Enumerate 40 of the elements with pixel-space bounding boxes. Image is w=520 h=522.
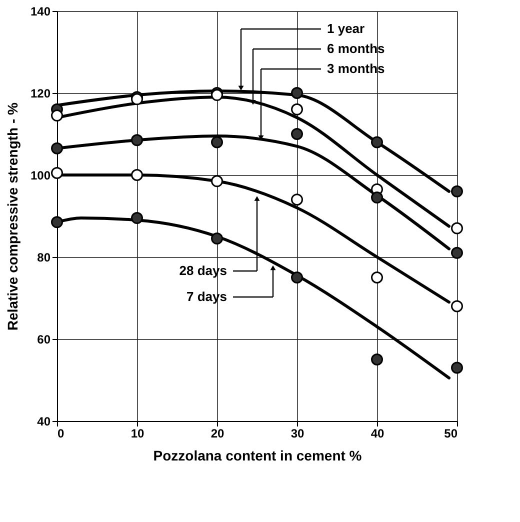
y-tick-label: 100 bbox=[30, 168, 51, 182]
point bbox=[371, 272, 383, 284]
x-tick-label: 0 bbox=[58, 426, 64, 440]
x-tick-label: 50 bbox=[444, 426, 458, 440]
point bbox=[451, 362, 463, 374]
y-tick-label: 40 bbox=[37, 414, 51, 428]
point bbox=[131, 169, 143, 181]
x-tick-label: 20 bbox=[210, 426, 224, 440]
point bbox=[371, 136, 383, 148]
point bbox=[211, 232, 223, 245]
point bbox=[371, 354, 383, 366]
y-tick-label: 80 bbox=[37, 250, 51, 264]
y-axis-title: Relative compressive strength - % bbox=[4, 102, 20, 330]
point bbox=[211, 136, 223, 148]
x-tick-label: 10 bbox=[130, 426, 144, 440]
annotation: 1 year bbox=[327, 21, 365, 36]
y-tick-label: 140 bbox=[30, 4, 51, 18]
point bbox=[371, 192, 383, 204]
point bbox=[451, 185, 463, 198]
y-tick-label: 60 bbox=[37, 332, 51, 346]
point bbox=[291, 272, 303, 284]
point bbox=[451, 222, 463, 234]
point bbox=[51, 216, 63, 228]
point bbox=[451, 300, 463, 312]
point bbox=[51, 110, 63, 122]
x-axis-title: Pozzolana content in cement % bbox=[153, 448, 362, 464]
point bbox=[211, 175, 223, 188]
point bbox=[291, 128, 303, 140]
point bbox=[51, 166, 63, 179]
point bbox=[291, 194, 303, 206]
point bbox=[51, 142, 63, 154]
y-tick-label: 120 bbox=[30, 86, 51, 100]
x-tick-label: 40 bbox=[370, 426, 384, 440]
point bbox=[451, 246, 463, 259]
point bbox=[131, 212, 143, 224]
point bbox=[131, 134, 143, 146]
point bbox=[211, 89, 223, 102]
point bbox=[291, 87, 303, 99]
point bbox=[291, 103, 303, 116]
x-tick-label: 30 bbox=[290, 426, 304, 440]
